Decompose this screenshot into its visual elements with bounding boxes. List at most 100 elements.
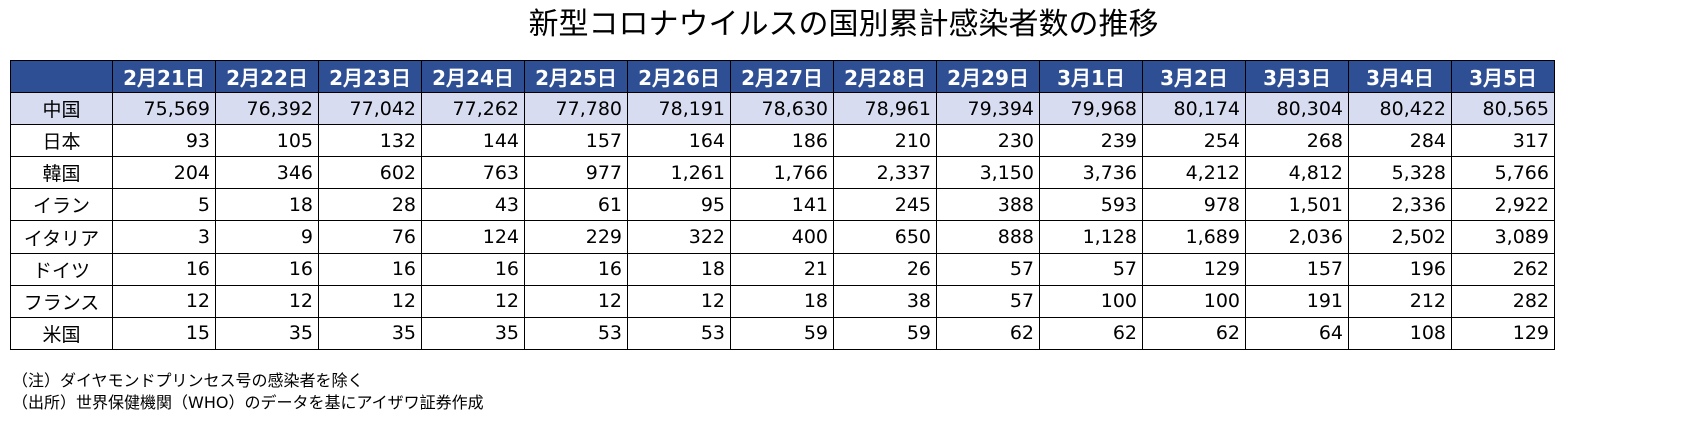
- value-cell: 1,501: [1245, 188, 1349, 222]
- table-row: 韓国 204 346 602 763 977 1,261 1,766 2,337 3,150 3,7…: [10, 156, 1555, 190]
- value-cell: 400: [730, 220, 834, 254]
- value-cell: 282: [1451, 284, 1555, 318]
- date-header: 3月5日: [1451, 59, 1555, 94]
- value-cell: 43: [421, 188, 525, 222]
- value-cell: 262: [1451, 252, 1555, 286]
- value-cell: 12: [112, 284, 216, 318]
- date-header: 3月2日: [1142, 59, 1246, 94]
- value-cell: 77,262: [421, 92, 525, 126]
- date-header: 2月25日: [524, 59, 628, 94]
- table-row: フランス 12 12 12 12 12 12 18 38 57 100 100 191 212 282: [10, 284, 1555, 318]
- value-cell: 80,422: [1348, 92, 1452, 126]
- value-cell: 95: [627, 188, 731, 222]
- value-cell: 602: [318, 156, 422, 190]
- value-cell: 1,128: [1039, 220, 1143, 254]
- value-cell: 57: [1039, 252, 1143, 286]
- value-cell: 93: [112, 124, 216, 158]
- value-cell: 38: [833, 284, 937, 318]
- value-cell: 18: [627, 252, 731, 286]
- value-cell: 388: [936, 188, 1040, 222]
- value-cell: 5,328: [1348, 156, 1452, 190]
- value-cell: 2,922: [1451, 188, 1555, 222]
- value-cell: 229: [524, 220, 628, 254]
- value-cell: 78,630: [730, 92, 834, 126]
- value-cell: 35: [318, 316, 422, 350]
- value-cell: 4,812: [1245, 156, 1349, 190]
- date-header: 2月27日: [730, 59, 834, 94]
- value-cell: 78,961: [833, 92, 937, 126]
- value-cell: 26: [833, 252, 937, 286]
- value-cell: 9: [215, 220, 319, 254]
- value-cell: 268: [1245, 124, 1349, 158]
- country-cell: イラン: [10, 188, 113, 222]
- value-cell: 80,304: [1245, 92, 1349, 126]
- value-cell: 2,036: [1245, 220, 1349, 254]
- country-cell: 韓国: [10, 156, 113, 190]
- value-cell: 4,212: [1142, 156, 1246, 190]
- page-title: 新型コロナウイルスの国別累計感染者数の推移: [528, 7, 1159, 42]
- value-cell: 62: [936, 316, 1040, 350]
- value-cell: 212: [1348, 284, 1452, 318]
- value-cell: 317: [1451, 124, 1555, 158]
- value-cell: 16: [215, 252, 319, 286]
- value-cell: 3,150: [936, 156, 1040, 190]
- value-cell: 346: [215, 156, 319, 190]
- value-cell: 12: [524, 284, 628, 318]
- date-header: 2月28日: [833, 59, 937, 94]
- country-cell: フランス: [10, 284, 113, 318]
- value-cell: 1,766: [730, 156, 834, 190]
- value-cell: 650: [833, 220, 937, 254]
- value-cell: 204: [112, 156, 216, 190]
- value-cell: 2,502: [1348, 220, 1452, 254]
- value-cell: 12: [215, 284, 319, 318]
- value-cell: 28: [318, 188, 422, 222]
- notes: （注）ダイヤモンドプリンセス号の感染者を除く （出所）世界保健機関（WHO）のデ…: [12, 370, 484, 414]
- value-cell: 21: [730, 252, 834, 286]
- value-cell: 888: [936, 220, 1040, 254]
- value-cell: 157: [524, 124, 628, 158]
- value-cell: 62: [1142, 316, 1246, 350]
- value-cell: 16: [421, 252, 525, 286]
- value-cell: 76,392: [215, 92, 319, 126]
- value-cell: 53: [524, 316, 628, 350]
- value-cell: 100: [1039, 284, 1143, 318]
- value-cell: 124: [421, 220, 525, 254]
- date-header: 2月24日: [421, 59, 525, 94]
- table-row: 日本 93 105 132 144 157 164 186 210 230 239 254 268 284…: [10, 124, 1555, 158]
- value-cell: 16: [524, 252, 628, 286]
- value-cell: 2,336: [1348, 188, 1452, 222]
- value-cell: 57: [936, 252, 1040, 286]
- value-cell: 18: [730, 284, 834, 318]
- value-cell: 79,968: [1039, 92, 1143, 126]
- value-cell: 284: [1348, 124, 1452, 158]
- value-cell: 80,174: [1142, 92, 1246, 126]
- value-cell: 75,569: [112, 92, 216, 126]
- value-cell: 1,689: [1142, 220, 1246, 254]
- value-cell: 61: [524, 188, 628, 222]
- value-cell: 978: [1142, 188, 1246, 222]
- value-cell: 157: [1245, 252, 1349, 286]
- date-header: 2月21日: [112, 59, 216, 94]
- value-cell: 186: [730, 124, 834, 158]
- value-cell: 59: [730, 316, 834, 350]
- table-row: 中国 75,569 76,392 77,042 77,262 77,780 78,191 78…: [10, 92, 1555, 126]
- infection-table: 2月21日 2月22日 2月23日 2月24日 2月25日 2月26日 2月27日 2月28日…: [10, 59, 1555, 350]
- value-cell: 15: [112, 316, 216, 350]
- value-cell: 105: [215, 124, 319, 158]
- country-cell: 中国: [10, 92, 113, 126]
- value-cell: 78,191: [627, 92, 731, 126]
- value-cell: 79,394: [936, 92, 1040, 126]
- value-cell: 77,042: [318, 92, 422, 126]
- value-cell: 16: [318, 252, 422, 286]
- value-cell: 141: [730, 188, 834, 222]
- value-cell: 191: [1245, 284, 1349, 318]
- value-cell: 16: [112, 252, 216, 286]
- value-cell: 5,766: [1451, 156, 1555, 190]
- value-cell: 59: [833, 316, 937, 350]
- note-line: （出所）世界保健機関（WHO）のデータを基にアイザワ証券作成: [12, 393, 484, 412]
- note-line: （注）ダイヤモンドプリンセス号の感染者を除く: [12, 371, 364, 390]
- value-cell: 2,337: [833, 156, 937, 190]
- table-row: イラン 5 18 28 43 61 95 141 245 388 593 978 1,501 2,336 2…: [10, 188, 1555, 222]
- value-cell: 763: [421, 156, 525, 190]
- date-header: 3月1日: [1039, 59, 1143, 94]
